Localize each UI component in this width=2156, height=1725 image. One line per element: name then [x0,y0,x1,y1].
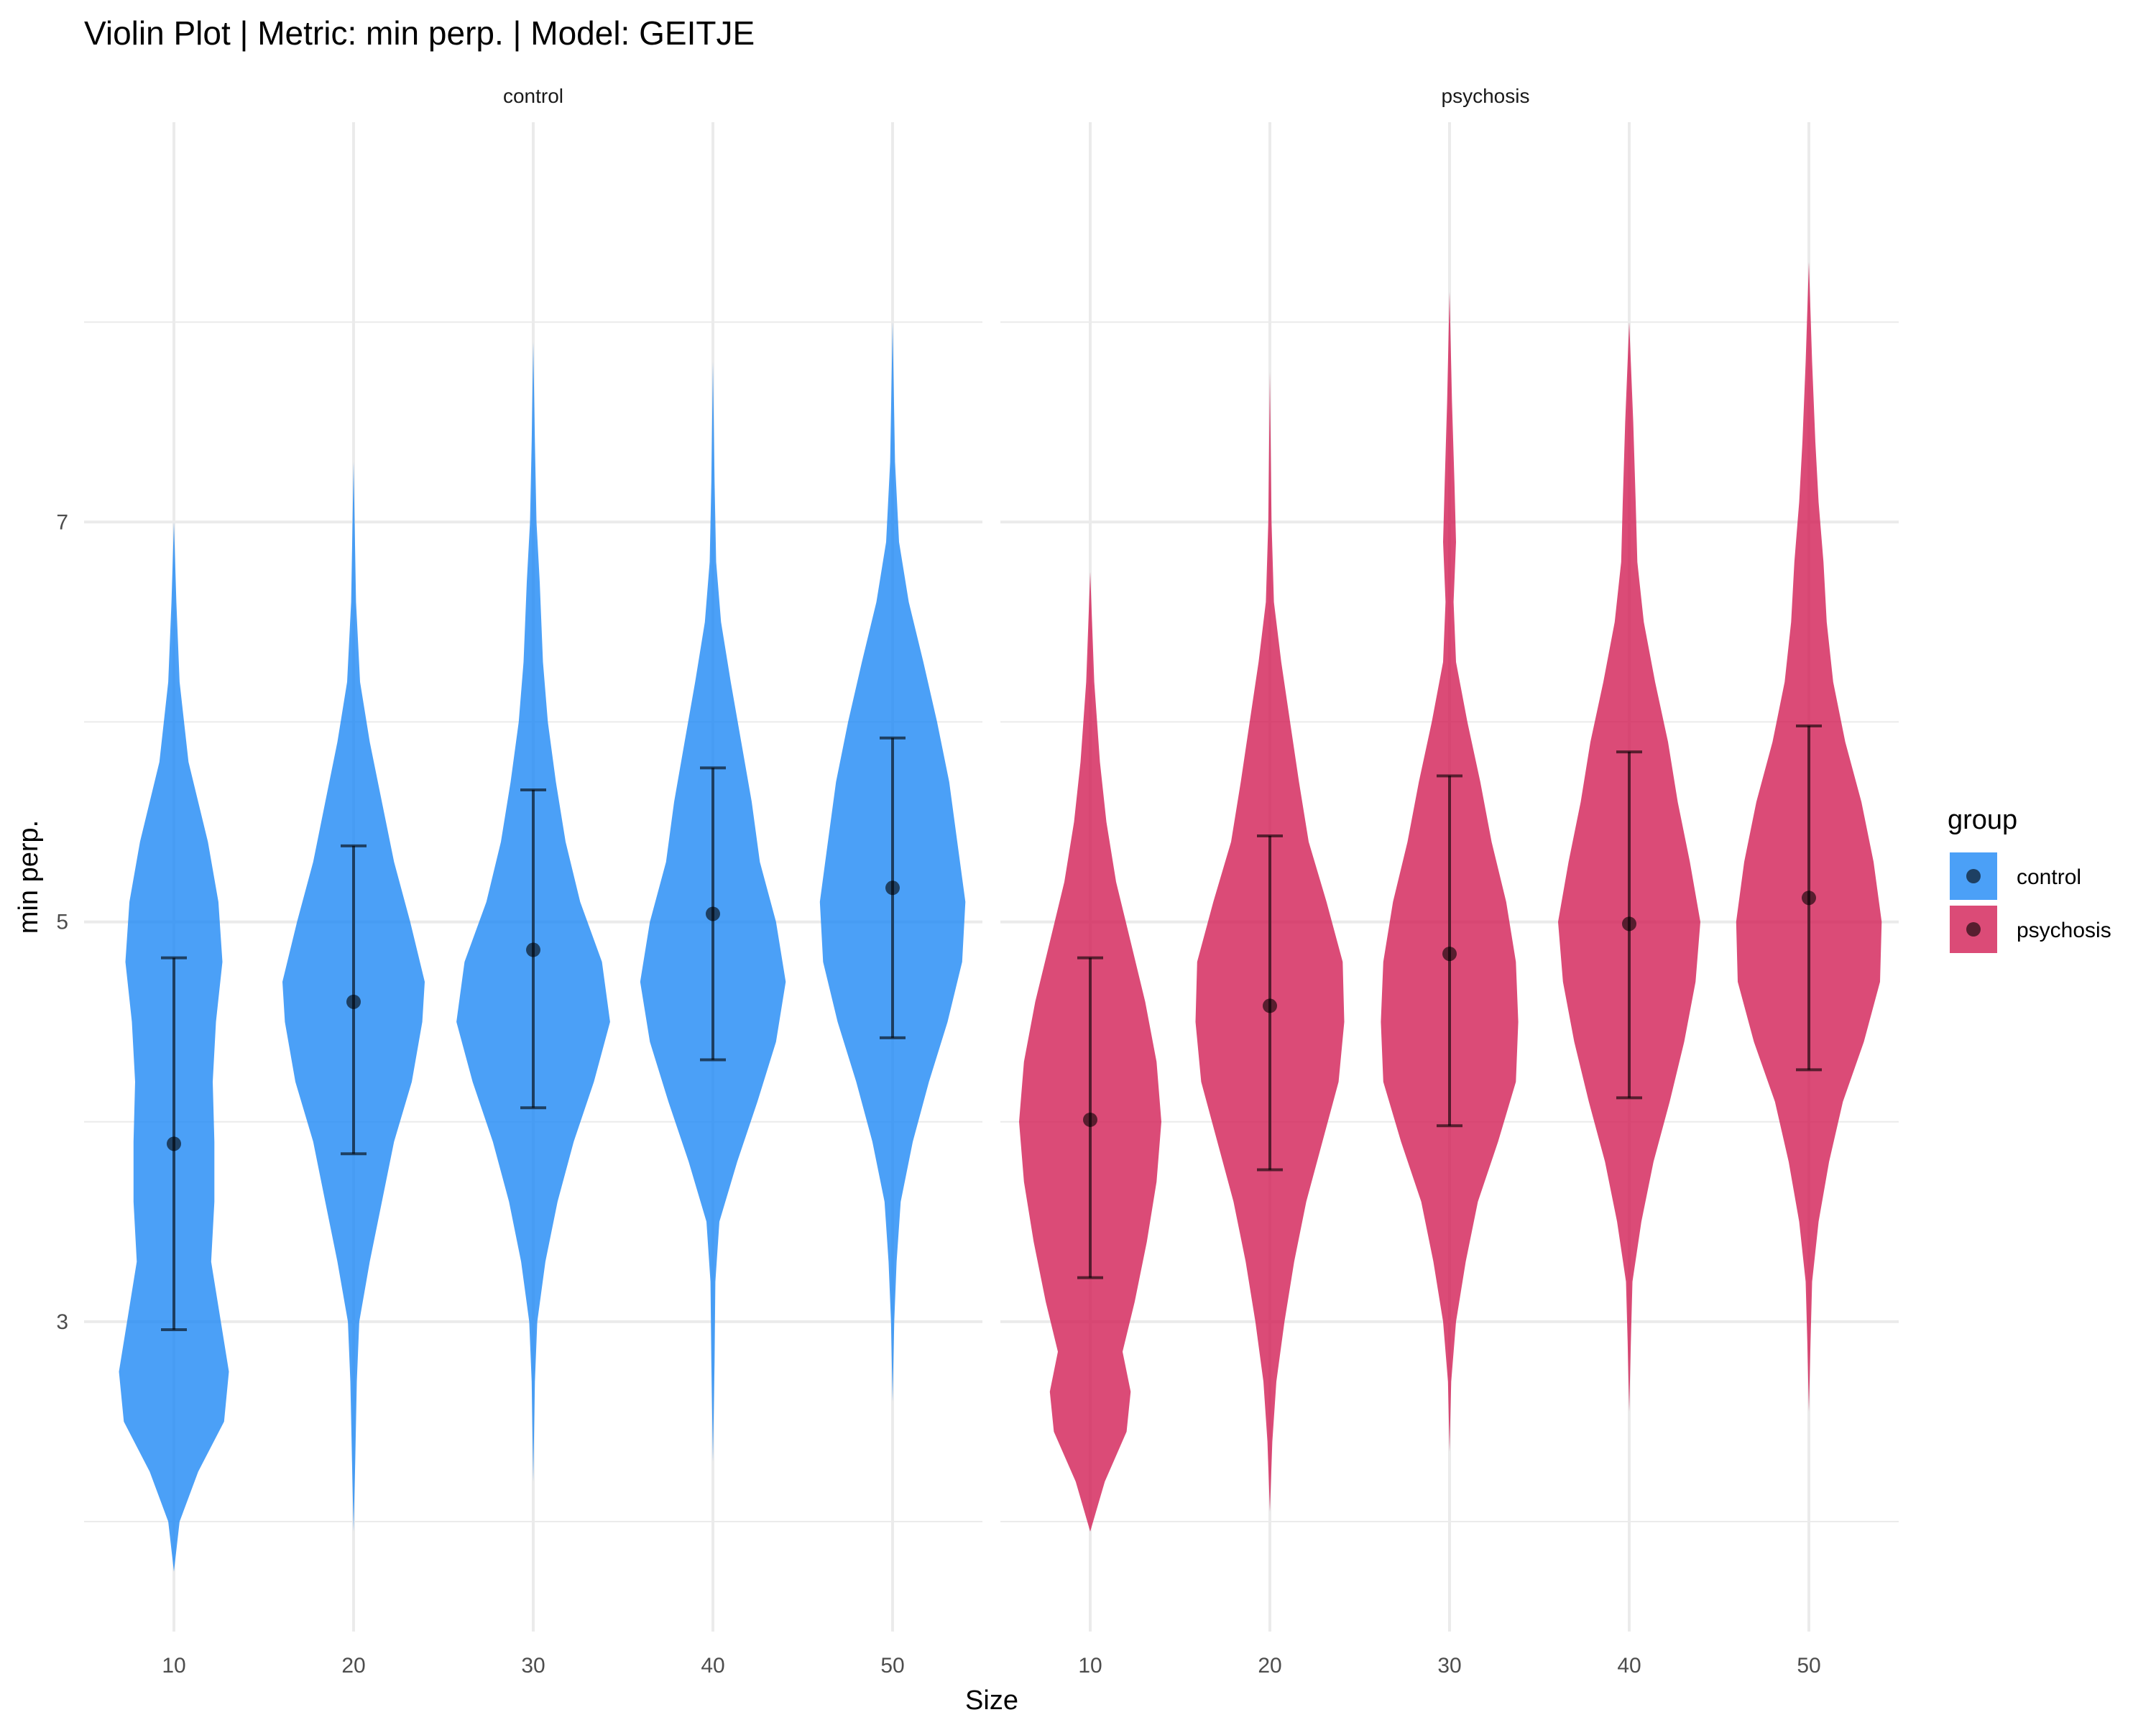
x-tick-label: 50 [880,1654,904,1678]
y-tick-label: 7 [56,510,68,534]
mean-point-psychosis-10 [1083,1112,1097,1127]
mean-point-psychosis-20 [1263,998,1277,1013]
mean-point-control-20 [346,994,361,1009]
legend-item-psychosis: psychosis [1950,906,2111,953]
y-tick-label: 3 [56,1310,68,1334]
x-tick-label: 10 [162,1654,185,1678]
x-tick-label: 40 [1617,1654,1641,1678]
legend: group control psychosis [1948,805,2111,953]
x-axis-ticks: 10 20 30 40 50 10 20 30 40 50 [162,1654,1820,1678]
x-tick-label: 40 [701,1654,724,1678]
x-axis-title: Size [965,1685,1018,1716]
legend-title: group [1948,805,2017,835]
chart-title: Violin Plot | Metric: min perp. | Model:… [84,14,755,52]
panel-control: control [84,85,982,1632]
mean-point-psychosis-40 [1622,916,1636,932]
violins-control [119,322,966,1572]
mean-point-control-30 [526,942,540,957]
x-tick-label: 30 [521,1654,545,1678]
mean-point-psychosis-50 [1802,891,1816,906]
legend-label-psychosis: psychosis [2017,919,2111,942]
legend-label-control: control [2017,865,2081,889]
legend-item-control: control [1950,852,2081,900]
x-tick-label: 20 [1258,1654,1281,1678]
strip-label-psychosis: psychosis [1442,85,1530,107]
legend-point-control [1966,869,1981,883]
y-tick-label: 5 [56,911,68,934]
x-tick-label: 50 [1797,1654,1820,1678]
x-tick-label: 20 [341,1654,365,1678]
legend-point-psychosis [1966,922,1981,937]
mean-point-control-40 [706,906,720,921]
mean-point-psychosis-30 [1442,947,1457,962]
panel-psychosis: psychosis [1000,85,1899,1632]
mean-point-control-50 [885,880,900,896]
x-tick-label: 30 [1437,1654,1461,1678]
strip-label-control: control [503,85,563,107]
y-axis-ticks: 3 5 7 [56,510,68,1334]
violins-psychosis [1019,262,1882,1532]
mean-point-control-10 [167,1136,181,1151]
y-axis-title: min perp. [14,820,44,934]
x-tick-label: 10 [1078,1654,1102,1678]
